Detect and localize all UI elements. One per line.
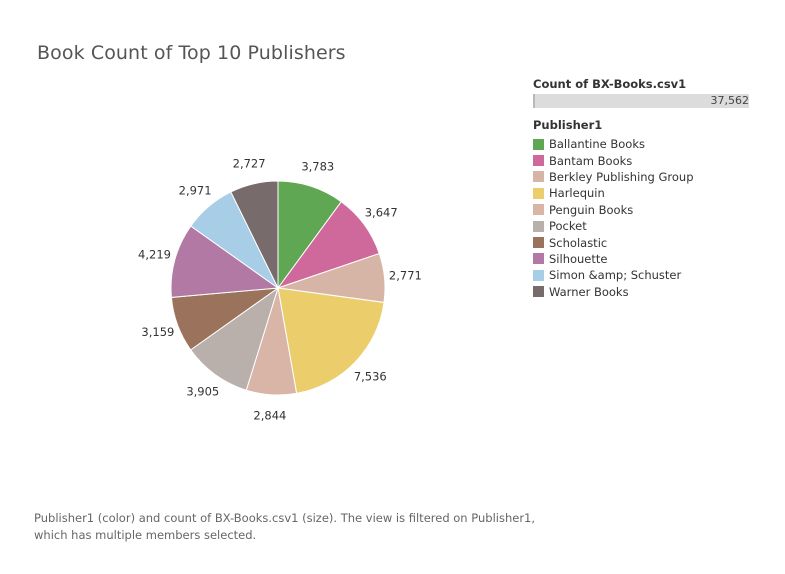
legend-item[interactable]: Scholastic (533, 234, 773, 250)
slice-value-label: 4,219 (138, 248, 171, 262)
chart-caption: Publisher1 (color) and count of BX-Books… (34, 511, 536, 542)
legend-label: Berkley Publishing Group (549, 169, 694, 184)
chart-title: Book Count of Top 10 Publishers (37, 42, 346, 64)
legend-label: Penguin Books (549, 202, 634, 217)
legend-swatch (533, 171, 544, 183)
legend-swatch (533, 187, 544, 199)
slice-value-label: 2,844 (253, 409, 286, 423)
legend-item[interactable]: Bantam Books (533, 152, 773, 168)
legend-item[interactable]: Harlequin (533, 185, 773, 201)
legend-label: Silhouette (549, 251, 608, 266)
size-legend-bar: 37,562 (533, 94, 749, 108)
slice-value-label: 3,905 (186, 385, 219, 399)
slice-value-label: 3,159 (141, 325, 174, 339)
legend-swatch (533, 220, 544, 232)
pie-slice[interactable] (230, 180, 279, 289)
size-legend: Count of BX-Books.csv1 37,562 (533, 77, 753, 108)
pie-chart: 3,783 3,647 2,771 7,536 2,844 3,905 3,159 4,219… (138, 156, 422, 423)
color-legend-list: Ballantine Books Bantam Books Berkley Publ… (533, 136, 773, 300)
slice-value-label: 3,647 (365, 205, 398, 219)
slice-value-label: 3,783 (301, 159, 334, 173)
slice-value-label: 2,727 (233, 156, 266, 170)
legend-swatch (533, 138, 544, 150)
legend-label: Warner Books (549, 284, 629, 299)
pie-slice[interactable] (190, 286, 279, 391)
legend-swatch (533, 237, 544, 249)
legend-item[interactable]: Silhouette (533, 251, 773, 267)
slice-value-label: 7,536 (354, 370, 387, 384)
pie-slice[interactable] (277, 287, 385, 394)
pie-slice[interactable] (170, 225, 280, 298)
legend-item[interactable]: Warner Books (533, 284, 773, 300)
legend-label: Ballantine Books (549, 137, 645, 152)
size-legend-value: 37,562 (710, 94, 750, 107)
legend-swatch (533, 253, 544, 265)
legend-swatch (533, 204, 544, 216)
legend-item[interactable]: Penguin Books (533, 202, 773, 218)
color-legend: Publisher1 Ballantine Books Bantam Books B… (533, 118, 773, 300)
legend-swatch (533, 286, 544, 298)
legend-label: Harlequin (549, 186, 605, 201)
legend-swatch (533, 269, 544, 281)
legend-item[interactable]: Berkley Publishing Group (533, 169, 773, 185)
size-legend-header: Count of BX-Books.csv1 (533, 77, 687, 91)
legend-swatch (533, 155, 544, 167)
color-legend-header: Publisher1 (533, 118, 603, 132)
legend-label: Simon &amp; Schuster (549, 268, 682, 283)
legend-item[interactable]: Pocket (533, 218, 773, 234)
legend-label: Bantam Books (549, 153, 633, 168)
slice-value-label: 2,771 (389, 269, 422, 283)
legend-item[interactable]: Simon &amp; Schuster (533, 267, 773, 283)
slice-value-label: 2,971 (179, 184, 212, 198)
legend-label: Pocket (549, 219, 587, 234)
legend-label: Scholastic (549, 235, 608, 250)
legend-item[interactable]: Ballantine Books (533, 136, 773, 152)
